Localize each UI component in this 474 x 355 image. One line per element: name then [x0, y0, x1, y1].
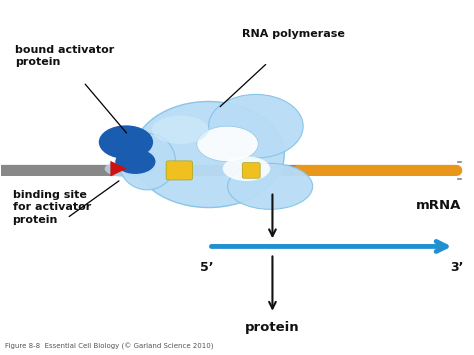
Text: bound activator
protein: bound activator protein	[15, 45, 114, 67]
Text: binding site
for activator
protein: binding site for activator protein	[12, 190, 91, 225]
Ellipse shape	[133, 102, 284, 208]
Ellipse shape	[152, 116, 209, 144]
Text: Figure 8-8  Essential Cell Biology (© Garland Science 2010): Figure 8-8 Essential Cell Biology (© Gar…	[5, 343, 214, 350]
Ellipse shape	[115, 149, 155, 174]
Ellipse shape	[105, 159, 166, 178]
Ellipse shape	[99, 125, 153, 159]
Text: RNA polymerase: RNA polymerase	[242, 29, 345, 39]
FancyBboxPatch shape	[242, 163, 260, 178]
FancyBboxPatch shape	[166, 161, 192, 180]
Text: 3’: 3’	[450, 261, 464, 274]
Ellipse shape	[209, 94, 303, 158]
Polygon shape	[110, 161, 127, 176]
Text: mRNA: mRNA	[416, 199, 462, 212]
Ellipse shape	[223, 156, 270, 181]
Ellipse shape	[119, 133, 175, 190]
Text: 5’: 5’	[200, 261, 213, 274]
Ellipse shape	[197, 126, 258, 162]
Ellipse shape	[228, 163, 313, 209]
Text: protein: protein	[245, 321, 300, 334]
